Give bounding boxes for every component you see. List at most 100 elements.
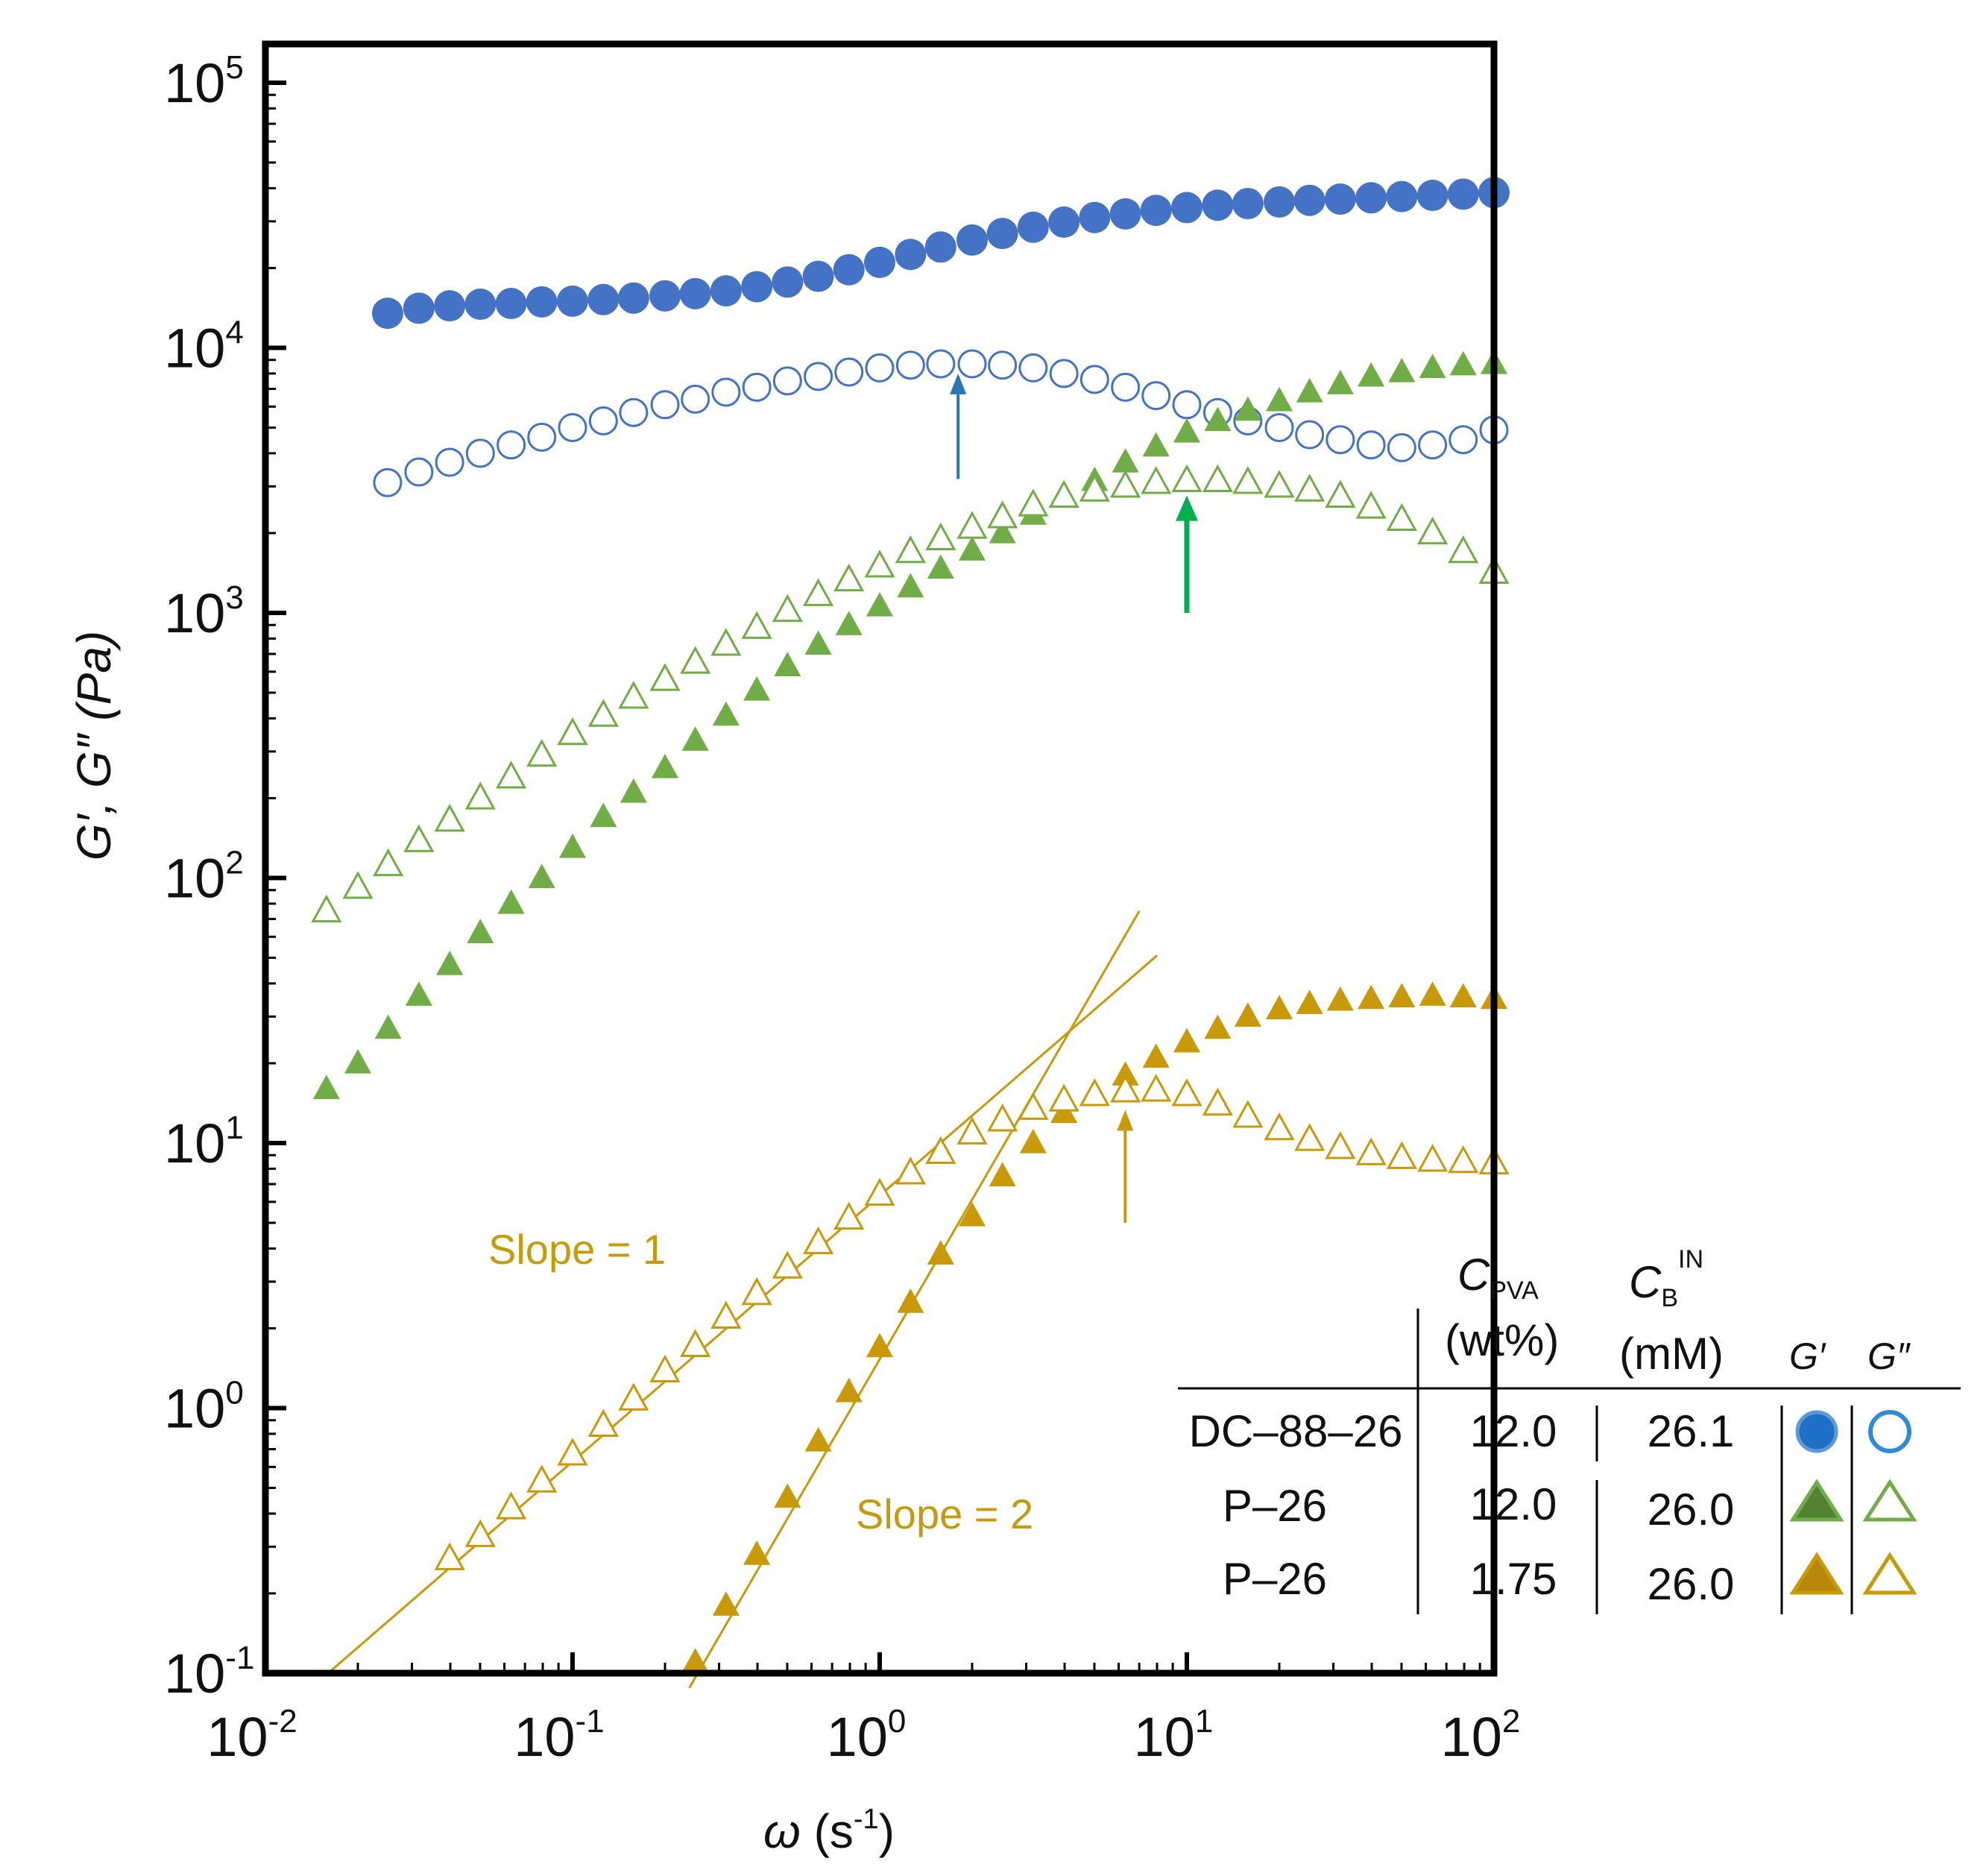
point-series-0-17 bbox=[895, 239, 927, 271]
legend-marker-row3-gprime bbox=[1789, 1552, 1844, 1595]
point-series-5-9 bbox=[710, 1300, 742, 1329]
point-series-2-36 bbox=[1419, 353, 1446, 379]
point-series-1-25 bbox=[1141, 381, 1171, 411]
legend-header-cpva-unit: (wt%) bbox=[1445, 1315, 1559, 1365]
point-series-4-17 bbox=[1204, 1014, 1232, 1039]
point-series-5-8 bbox=[680, 1329, 711, 1357]
point-series-0-6 bbox=[557, 285, 588, 317]
point-series-0-16 bbox=[864, 246, 895, 278]
point-series-1-17 bbox=[895, 350, 925, 380]
point-series-1-4 bbox=[497, 430, 526, 460]
point-series-3-17 bbox=[833, 563, 865, 592]
point-series-0-9 bbox=[649, 280, 681, 312]
point-series-5-10 bbox=[741, 1277, 772, 1306]
point-series-1-18 bbox=[926, 349, 956, 379]
point-series-3-23 bbox=[1018, 488, 1049, 517]
point-series-5-32 bbox=[1417, 1144, 1448, 1172]
point-series-3-26 bbox=[1110, 470, 1141, 498]
point-series-2-6 bbox=[497, 889, 525, 914]
point-series-3-35 bbox=[1386, 503, 1417, 531]
point-series-5-2 bbox=[496, 1491, 527, 1520]
legend-row-2-cpva: 12.0 bbox=[1470, 1479, 1557, 1529]
legend-header-gprime: G′ bbox=[1789, 1335, 1826, 1377]
legend-header-cb-unit: (mM) bbox=[1619, 1329, 1724, 1379]
point-series-5-33 bbox=[1448, 1145, 1479, 1174]
legend-marker-row2-gprime bbox=[1789, 1479, 1844, 1522]
point-series-3-34 bbox=[1355, 491, 1387, 519]
series-2 bbox=[312, 349, 1508, 1100]
point-series-4-10 bbox=[989, 1162, 1016, 1187]
point-series-0-28 bbox=[1232, 188, 1264, 220]
fit-line-layer bbox=[327, 910, 1158, 1689]
point-series-0-19 bbox=[956, 224, 989, 256]
point-series-0-25 bbox=[1140, 195, 1172, 227]
point-series-5-5 bbox=[587, 1408, 619, 1437]
point-series-5-6 bbox=[618, 1382, 649, 1411]
point-series-1-23 bbox=[1079, 365, 1109, 394]
point-series-2-17 bbox=[835, 611, 863, 635]
point-series-1-7 bbox=[588, 406, 618, 435]
fit-line-slope-1 bbox=[327, 954, 1158, 1675]
point-series-2-7 bbox=[528, 863, 555, 889]
point-series-3-12 bbox=[680, 646, 711, 674]
x-tick-label-1: 10-1 bbox=[514, 1703, 604, 1768]
point-series-1-8 bbox=[619, 397, 649, 427]
point-series-5-21 bbox=[1079, 1078, 1110, 1107]
arrow-head-1 bbox=[1176, 495, 1198, 521]
point-series-1-20 bbox=[988, 350, 1018, 380]
point-series-5-16 bbox=[925, 1136, 956, 1165]
point-series-5-25 bbox=[1202, 1087, 1233, 1116]
point-series-3-5 bbox=[464, 781, 496, 810]
point-series-2-20 bbox=[927, 554, 954, 579]
point-series-0-22 bbox=[1048, 206, 1080, 238]
point-series-1-12 bbox=[742, 372, 772, 402]
y-tick-label-3: 102 bbox=[164, 844, 244, 909]
point-series-1-5 bbox=[527, 422, 557, 452]
point-series-2-3 bbox=[405, 981, 432, 1006]
point-series-4-24 bbox=[1419, 981, 1446, 1006]
point-series-3-15 bbox=[772, 594, 803, 623]
point-series-4-0 bbox=[681, 1648, 709, 1672]
point-series-5-24 bbox=[1171, 1078, 1202, 1107]
legend-row-2-sample: P–26 bbox=[1223, 1481, 1327, 1531]
point-series-1-16 bbox=[865, 353, 895, 383]
point-series-3-20 bbox=[925, 522, 956, 551]
legend-header-cpva: CPVA bbox=[1457, 1250, 1539, 1305]
point-series-3-3 bbox=[403, 824, 435, 852]
point-series-2-35 bbox=[1388, 357, 1416, 383]
point-series-0-15 bbox=[833, 254, 865, 286]
point-series-3-29 bbox=[1202, 464, 1233, 492]
point-series-4-23 bbox=[1388, 983, 1416, 1008]
arrow-head-2 bbox=[1117, 1109, 1134, 1131]
point-series-5-3 bbox=[526, 1464, 558, 1493]
point-series-0-24 bbox=[1109, 198, 1141, 230]
point-series-3-1 bbox=[342, 871, 373, 899]
point-series-0-14 bbox=[802, 260, 834, 292]
point-series-2-14 bbox=[743, 676, 771, 701]
point-series-1-34 bbox=[1418, 430, 1448, 460]
point-series-4-15 bbox=[1142, 1043, 1170, 1068]
point-series-1-32 bbox=[1356, 430, 1386, 460]
point-series-3-22 bbox=[987, 500, 1018, 529]
point-series-0-21 bbox=[1017, 211, 1049, 243]
point-series-0-12 bbox=[741, 271, 773, 303]
point-series-2-11 bbox=[651, 753, 679, 778]
point-series-1-22 bbox=[1049, 359, 1079, 388]
point-series-2-26 bbox=[1112, 447, 1139, 473]
point-series-1-6 bbox=[558, 412, 587, 442]
slope-2-label: Slope = 2 bbox=[856, 1491, 1033, 1537]
point-series-0-20 bbox=[986, 218, 1018, 250]
x-tick-label-4: 102 bbox=[1441, 1703, 1521, 1768]
point-series-3-27 bbox=[1141, 466, 1172, 494]
point-series-0-31 bbox=[1324, 183, 1356, 215]
point-series-4-20 bbox=[1296, 989, 1323, 1015]
point-series-1-33 bbox=[1387, 432, 1416, 462]
point-series-2-22 bbox=[989, 518, 1016, 544]
point-series-2-29 bbox=[1204, 406, 1232, 432]
point-series-1-9 bbox=[650, 390, 680, 420]
point-series-0-35 bbox=[1447, 178, 1479, 210]
point-series-4-14 bbox=[1112, 1061, 1139, 1086]
point-series-5-27 bbox=[1264, 1112, 1295, 1141]
point-series-2-27 bbox=[1142, 432, 1170, 457]
